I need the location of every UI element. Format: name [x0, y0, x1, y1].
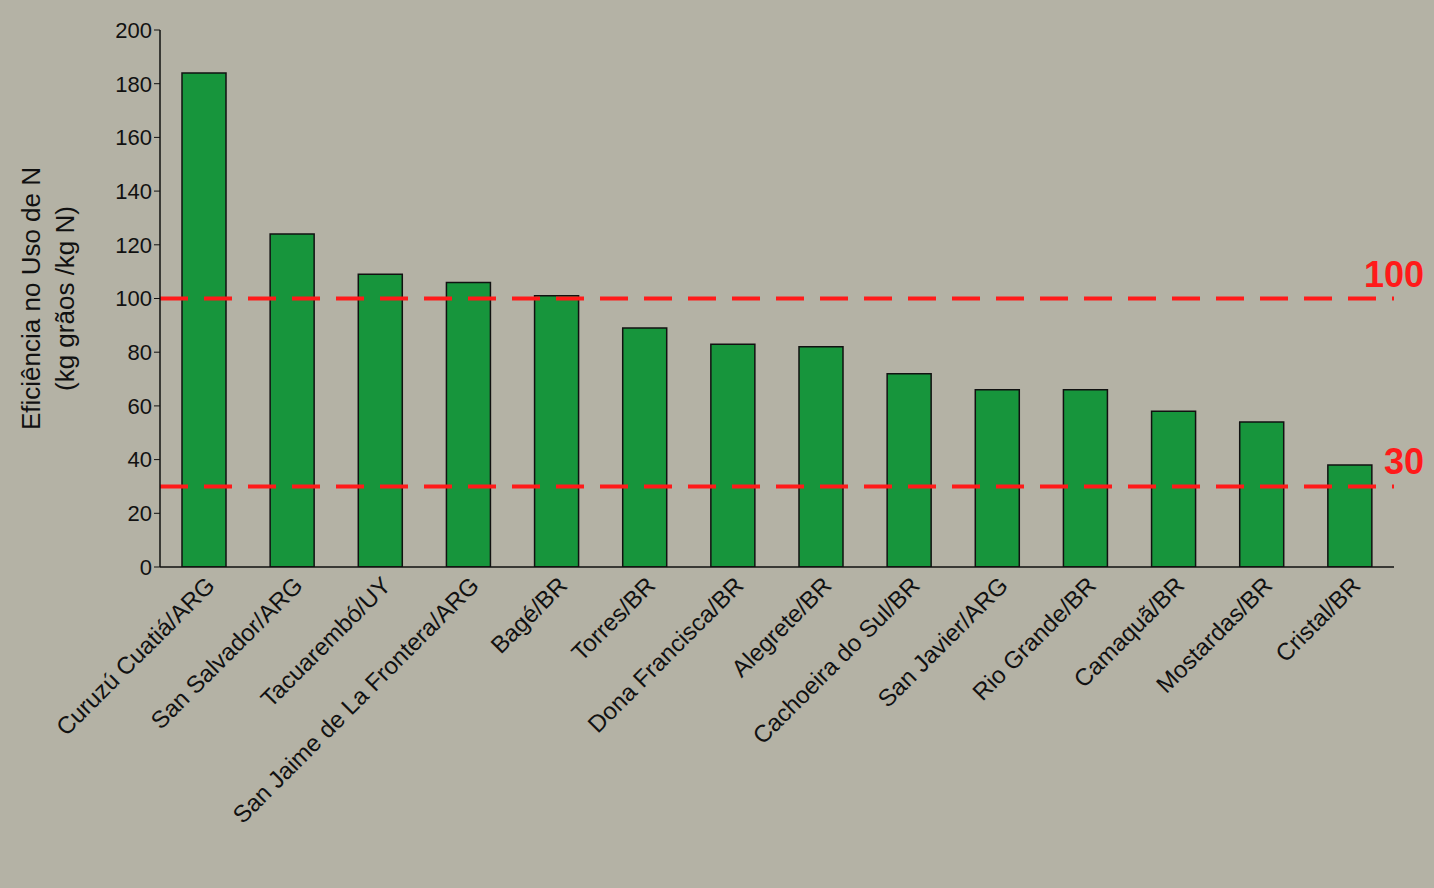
svg-text:Rio Grande/BR: Rio Grande/BR [966, 571, 1102, 706]
svg-text:Bagé/BR: Bagé/BR [485, 571, 572, 658]
svg-text:Camaquã/BR: Camaquã/BR [1068, 571, 1190, 693]
svg-text:160: 160 [115, 125, 152, 150]
svg-text:Torres/BR: Torres/BR [566, 571, 661, 666]
svg-text:San Javier/ARG: San Javier/ARG [872, 571, 1013, 713]
svg-text:Alegrete/BR: Alegrete/BR [726, 571, 837, 683]
svg-text:San Salvador/ARG: San Salvador/ARG [145, 571, 307, 733]
svg-text:Mostardas/BR: Mostardas/BR [1151, 571, 1278, 698]
svg-text:30: 30 [1384, 441, 1424, 482]
svg-text:Eficiência no Uso de N: Eficiência no Uso de N [16, 167, 46, 430]
svg-text:0: 0 [140, 555, 152, 580]
svg-text:20: 20 [128, 501, 152, 526]
svg-text:120: 120 [115, 233, 152, 258]
svg-text:60: 60 [128, 394, 152, 419]
svg-text:San Jaime de La Frontera/ARG: San Jaime de La Frontera/ARG [227, 571, 484, 828]
svg-text:80: 80 [128, 340, 152, 365]
svg-text:Tacuarembó/UY: Tacuarembó/UY [255, 571, 396, 713]
svg-text:140: 140 [115, 179, 152, 204]
svg-text:200: 200 [115, 18, 152, 43]
svg-text:100: 100 [115, 286, 152, 311]
svg-text:Dona Francisca/BR: Dona Francisca/BR [582, 571, 748, 737]
svg-text:Cachoeira do Sul/BR: Cachoeira do Sul/BR [747, 571, 925, 749]
svg-text:(kg grãos /kg N): (kg grãos /kg N) [50, 206, 80, 391]
svg-text:40: 40 [128, 447, 152, 472]
svg-text:180: 180 [115, 72, 152, 97]
svg-text:100: 100 [1364, 254, 1424, 295]
svg-text:Cristal/BR: Cristal/BR [1270, 571, 1365, 666]
svg-text:Curuzú Cuatiá/ARG: Curuzú Cuatiá/ARG [51, 571, 220, 740]
